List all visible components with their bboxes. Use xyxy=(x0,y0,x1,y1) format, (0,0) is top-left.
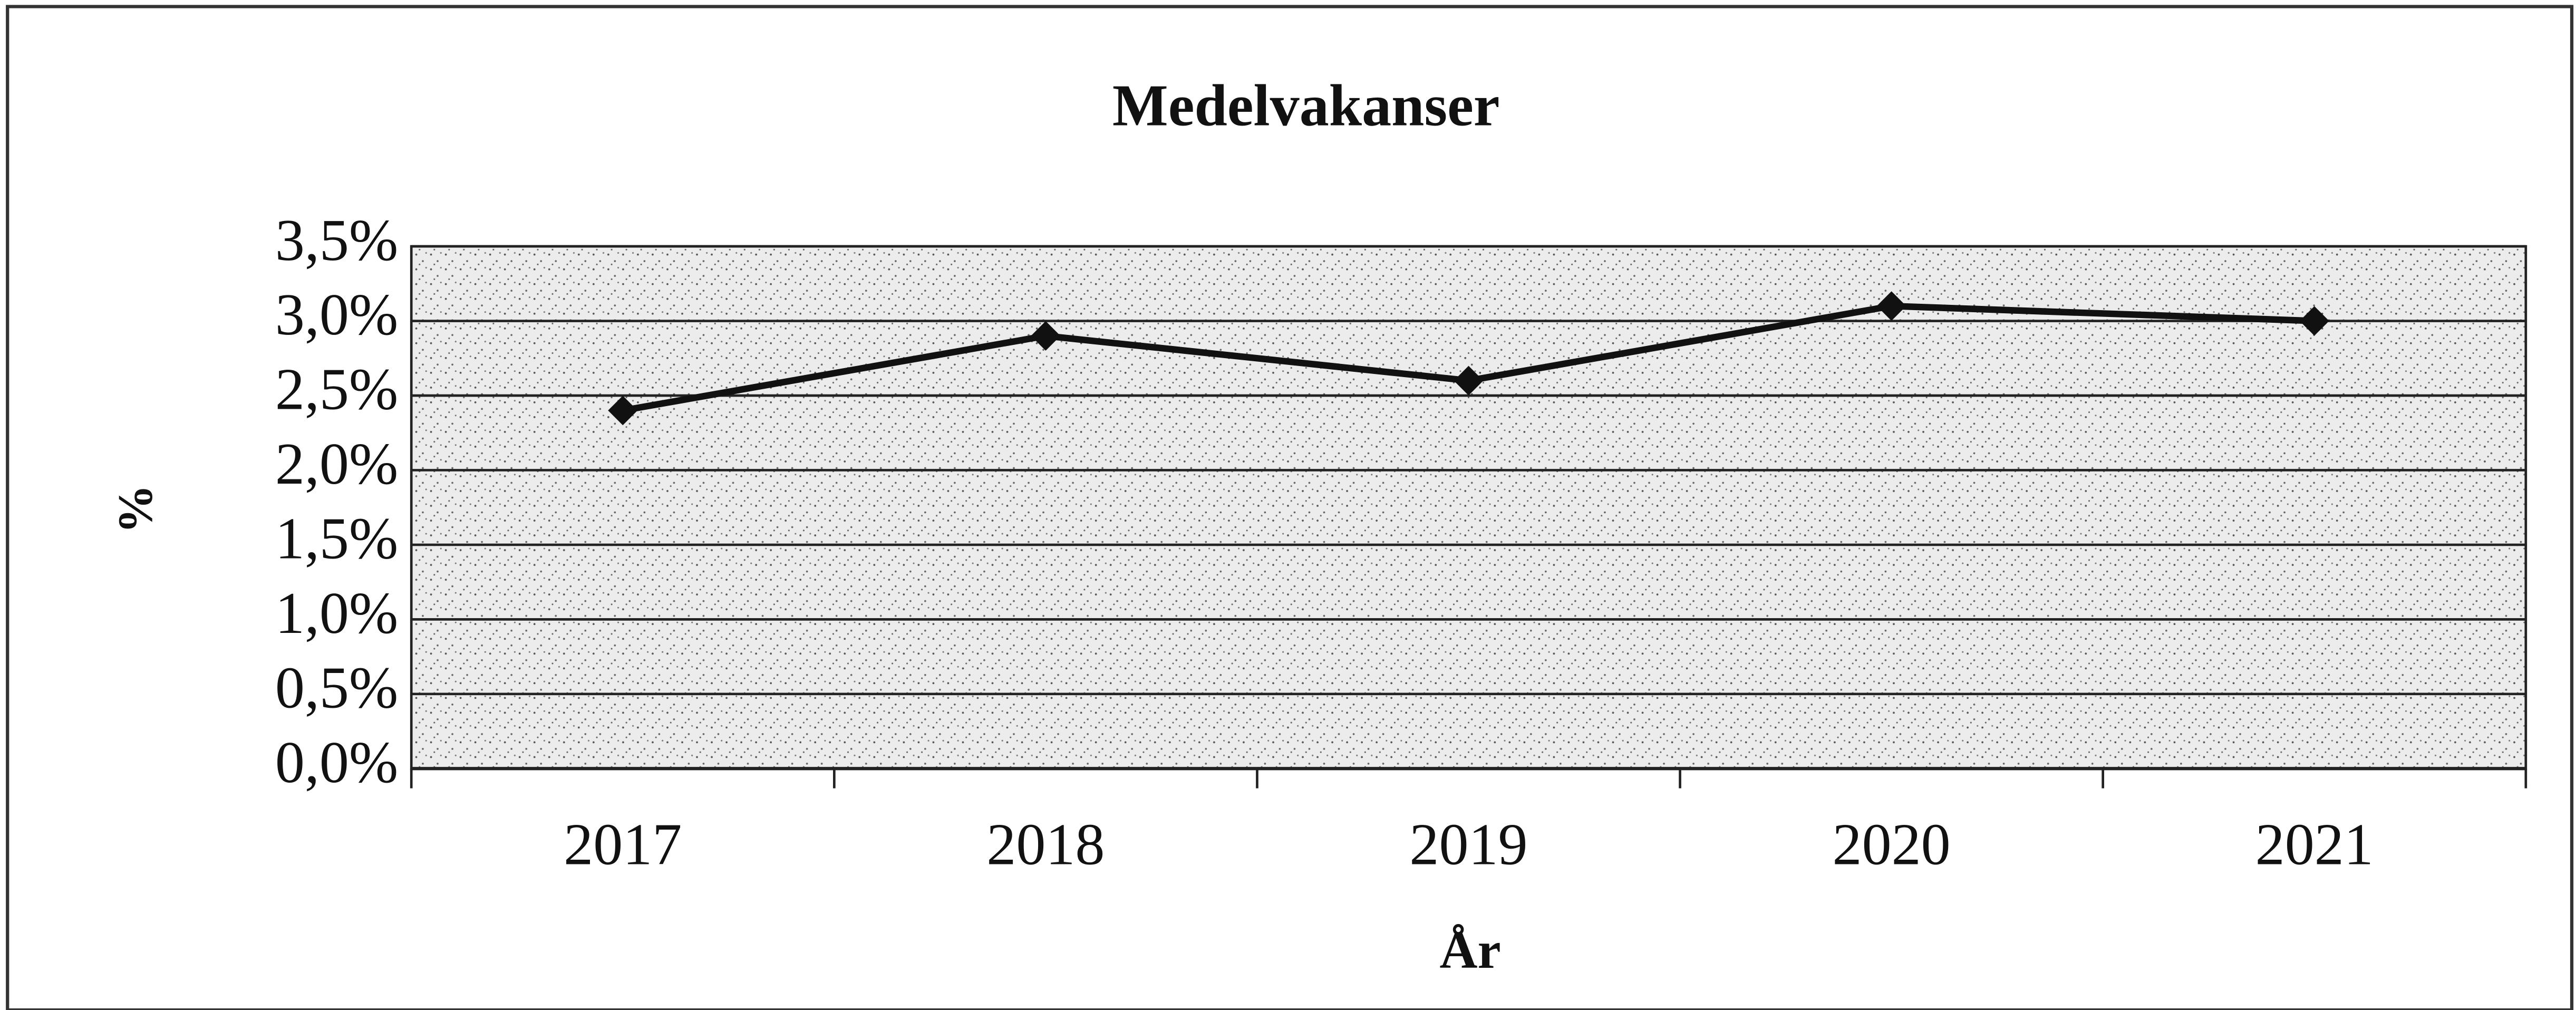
y-tick-label: 3,5% xyxy=(275,208,398,273)
point xyxy=(1876,291,1906,321)
point xyxy=(1031,321,1061,351)
y-tick-label: 0,5% xyxy=(275,656,398,721)
plot-area xyxy=(410,245,2527,770)
y-tick-label: 1,5% xyxy=(275,506,398,572)
point xyxy=(608,396,638,426)
y-axis-label: % xyxy=(109,485,163,534)
x-axis-label: År xyxy=(1440,921,1501,979)
chart-title: Medelvakanser xyxy=(1112,73,1500,138)
y-tick-label: 2,5% xyxy=(275,357,398,422)
y-tick-label: 0,0% xyxy=(275,730,398,795)
x-tick-label: 2018 xyxy=(986,812,1105,878)
x-tick-label: 2020 xyxy=(1833,812,1951,878)
point xyxy=(1454,365,1484,396)
x-tick-label: 2017 xyxy=(564,812,682,878)
y-tick-label: 3,0% xyxy=(275,282,398,348)
x-tick-label: 2019 xyxy=(1409,812,1527,878)
x-tick-label: 2021 xyxy=(2255,812,2374,878)
y-tick-label: 1,0% xyxy=(275,581,398,646)
point xyxy=(2299,306,2329,336)
y-tick-label: 2,0% xyxy=(275,431,398,497)
